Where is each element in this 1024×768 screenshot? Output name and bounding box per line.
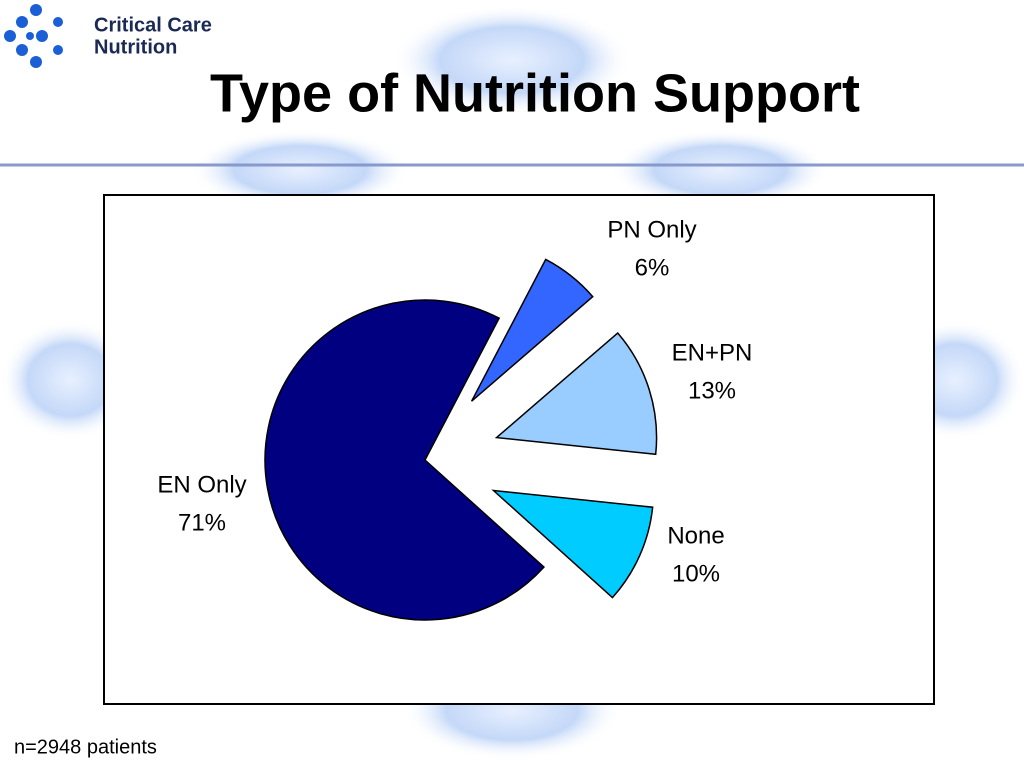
slice-value-label: 71% (178, 509, 226, 536)
logo-icon (4, 4, 63, 68)
pie-slice (491, 489, 654, 599)
slice-value-label: 13% (688, 377, 736, 404)
pie-slice (494, 331, 658, 456)
pie-slice (264, 299, 545, 621)
slice-value-label: 10% (672, 560, 720, 587)
slice-label: None (667, 522, 724, 549)
logo-text: Nutrition (94, 36, 177, 58)
slice-label: PN Only (607, 216, 696, 243)
slice-label: EN Only (157, 471, 246, 498)
pie-slice (470, 258, 594, 402)
slide-title: Type of Nutrition Support (210, 63, 860, 123)
pie: EN Only 71% PN Only 6% EN+PN 13% None 10% (157, 216, 753, 621)
slice-label: EN+PN (672, 339, 753, 366)
slice-value-label: 6% (635, 254, 670, 281)
footnote: n=2948 patients (14, 736, 157, 758)
logo-text: Critical Care (94, 14, 212, 36)
chart-frame (103, 194, 935, 705)
